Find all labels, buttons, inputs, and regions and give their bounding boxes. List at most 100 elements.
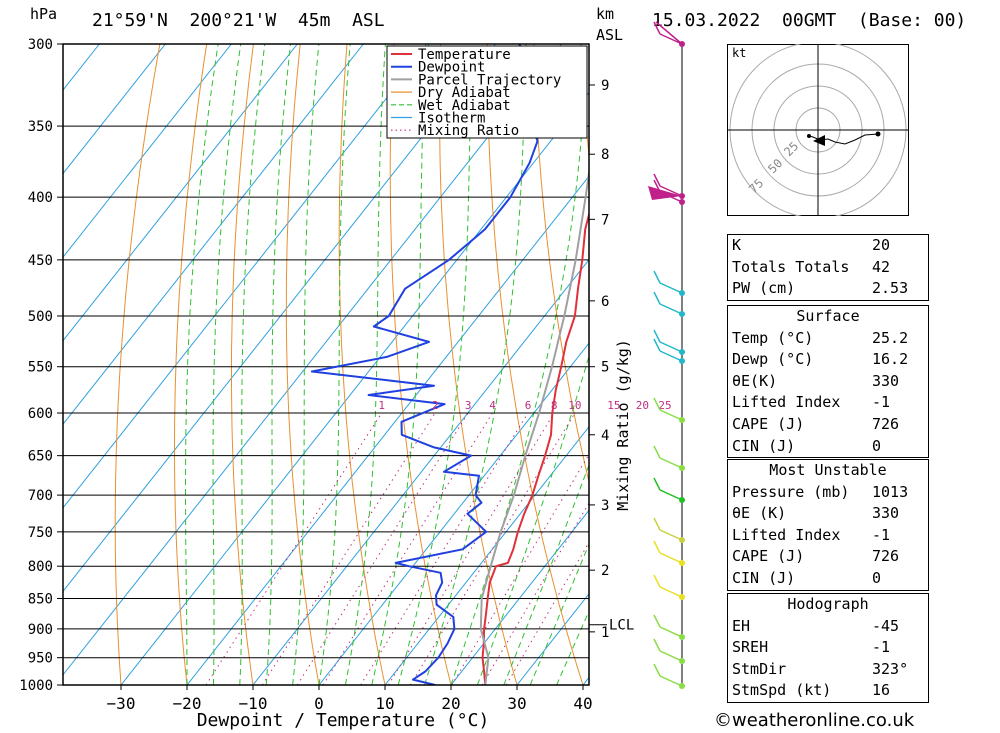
wind-barb-dot (679, 634, 685, 640)
pressure-tick-label: 850 (28, 591, 53, 607)
mixing-ratio-axis-label: Mixing Ratio (g/kg) (614, 339, 632, 511)
wet-adiabat-line (371, 44, 427, 685)
wet-adiabat-line (503, 463, 589, 685)
wet-adiabat-line (185, 44, 219, 685)
dry-adiabat-line (285, 44, 320, 685)
wind-barb (653, 397, 661, 411)
wind-barb (653, 173, 661, 187)
most-unstable-title: Most Unstable (769, 461, 887, 479)
isotherm-line (63, 44, 562, 676)
series-line-parcel-trajectory (479, 165, 589, 685)
height-tick-label: 5 (601, 360, 609, 376)
hodograph-point (807, 134, 811, 138)
wet-adiabat-line (239, 44, 266, 685)
mixing-ratio-label: 25 (658, 399, 671, 412)
pressure-tick-label: 900 (28, 622, 53, 638)
mixing-ratio-line (360, 412, 529, 685)
wind-barb (653, 329, 661, 343)
dry-adiabat-line (114, 44, 161, 685)
copyright-link[interactable]: ©weatheronline.co.uk (714, 710, 915, 731)
height-unit-label: km (596, 5, 615, 23)
legend-entry: Isotherm (418, 111, 485, 127)
surface-row: CAPE (J) 726 (732, 414, 900, 433)
wind-barb (653, 614, 661, 628)
wind-barb-dot (679, 199, 685, 205)
wind-barb (659, 489, 683, 501)
legend-entry: Dewpoint (418, 60, 485, 76)
wind-barb-dot (679, 537, 685, 543)
dry-adiabat-line (174, 44, 208, 685)
hodograph-row: EH -45 (732, 616, 900, 635)
hodograph-title: Hodograph (787, 595, 869, 613)
pressure-tick-label: 450 (28, 253, 53, 269)
temperature-tick-label: −20 (173, 694, 202, 713)
most-unstable-row: CAPE (J) 726 (732, 547, 900, 566)
wind-barb-dot (679, 683, 685, 689)
mixing-ratio-labels: 1 2 3 4 6 8 10 15 20 25 (378, 399, 671, 412)
pressure-tick-label: 750 (28, 525, 53, 541)
wet-adiabat-line (292, 44, 320, 685)
pressure-tick-label: 350 (28, 119, 53, 135)
pressure-tick-label: 950 (28, 651, 53, 667)
surface-row: Temp (°C) 25.2 (732, 328, 909, 347)
wind-barb (653, 663, 661, 677)
mixing-ratio-label: 10 (568, 399, 581, 412)
height-tick-label: 2 (601, 563, 609, 579)
wet-adiabat-line (450, 44, 588, 685)
mixing-ratio-label: 1 (378, 399, 385, 412)
isotherm-line (63, 44, 496, 593)
legend-entry: Temperature (418, 47, 511, 63)
hodograph-unit-label: kt (732, 46, 746, 60)
hodograph-chart: kt 25 50 75 (727, 44, 909, 216)
wind-barb-dot (679, 497, 685, 503)
lcl-label: LCL (609, 618, 634, 634)
wind-barb-dot (679, 290, 685, 296)
height-tick-label: 4 (601, 428, 609, 444)
wind-barb-dot (679, 349, 685, 355)
temperature-tick-label: 20 (441, 694, 460, 713)
mixing-ratio-label: 15 (607, 399, 620, 412)
isotherm-line (252, 258, 589, 685)
hodograph-point (875, 131, 881, 137)
wind-barb (659, 282, 683, 294)
surface-table: Surface Temp (°C) 25.2 Dewp (°C) 16.2 θE(K… (727, 305, 929, 459)
hodograph-row: SREH -1 (732, 638, 891, 657)
wind-barb-dot (679, 311, 685, 317)
wind-barb-dot (679, 358, 685, 364)
indices-table: K 20 Totals Totals 42 PW (cm) 2.53 (727, 234, 929, 301)
pressure-unit-label: hPa (30, 5, 58, 23)
wind-barb (653, 477, 661, 491)
wind-barb (653, 638, 661, 652)
mixing-ratio-label: 4 (489, 399, 496, 412)
wind-barb-dot (679, 465, 685, 471)
index-row: K 20 (732, 236, 891, 254)
hodograph-row: StmSpd (kt) 16 (732, 681, 891, 700)
plot-frame (62, 43, 590, 686)
pressure-tick-label: 550 (28, 360, 53, 376)
pressure-tick-label: 800 (28, 559, 53, 575)
wind-barb (653, 270, 661, 284)
mixing-ratio-line (505, 541, 589, 685)
storm-motion-marker (813, 135, 825, 146)
wind-barb (659, 586, 683, 598)
wind-barb (653, 21, 661, 35)
wind-barb-dot (679, 560, 685, 566)
surface-row: CIN (J) 0 (732, 436, 882, 455)
wind-barb (659, 33, 683, 45)
dry-adiabat-line (486, 44, 584, 685)
wind-barb (659, 529, 683, 541)
chart-series-lines (310, 44, 589, 685)
wind-barb-pennant (648, 186, 682, 200)
wind-barb (659, 409, 683, 421)
legend-entry: Mixing Ratio (418, 123, 519, 139)
temperature-tick-label: −30 (107, 694, 136, 713)
wind-barb (659, 457, 683, 469)
height-unit-sub-label: ASL (596, 26, 624, 44)
most-unstable-row: Pressure (mb) 1013 (732, 482, 909, 501)
mixing-ratio-line (322, 412, 493, 685)
index-row: PW (cm) 2.53 (732, 279, 909, 298)
mixing-ratio-line (205, 412, 383, 685)
surface-row: Lifted Index -1 (732, 393, 891, 412)
hodograph-axes (727, 44, 909, 216)
wet-adiabat-line (212, 44, 242, 685)
